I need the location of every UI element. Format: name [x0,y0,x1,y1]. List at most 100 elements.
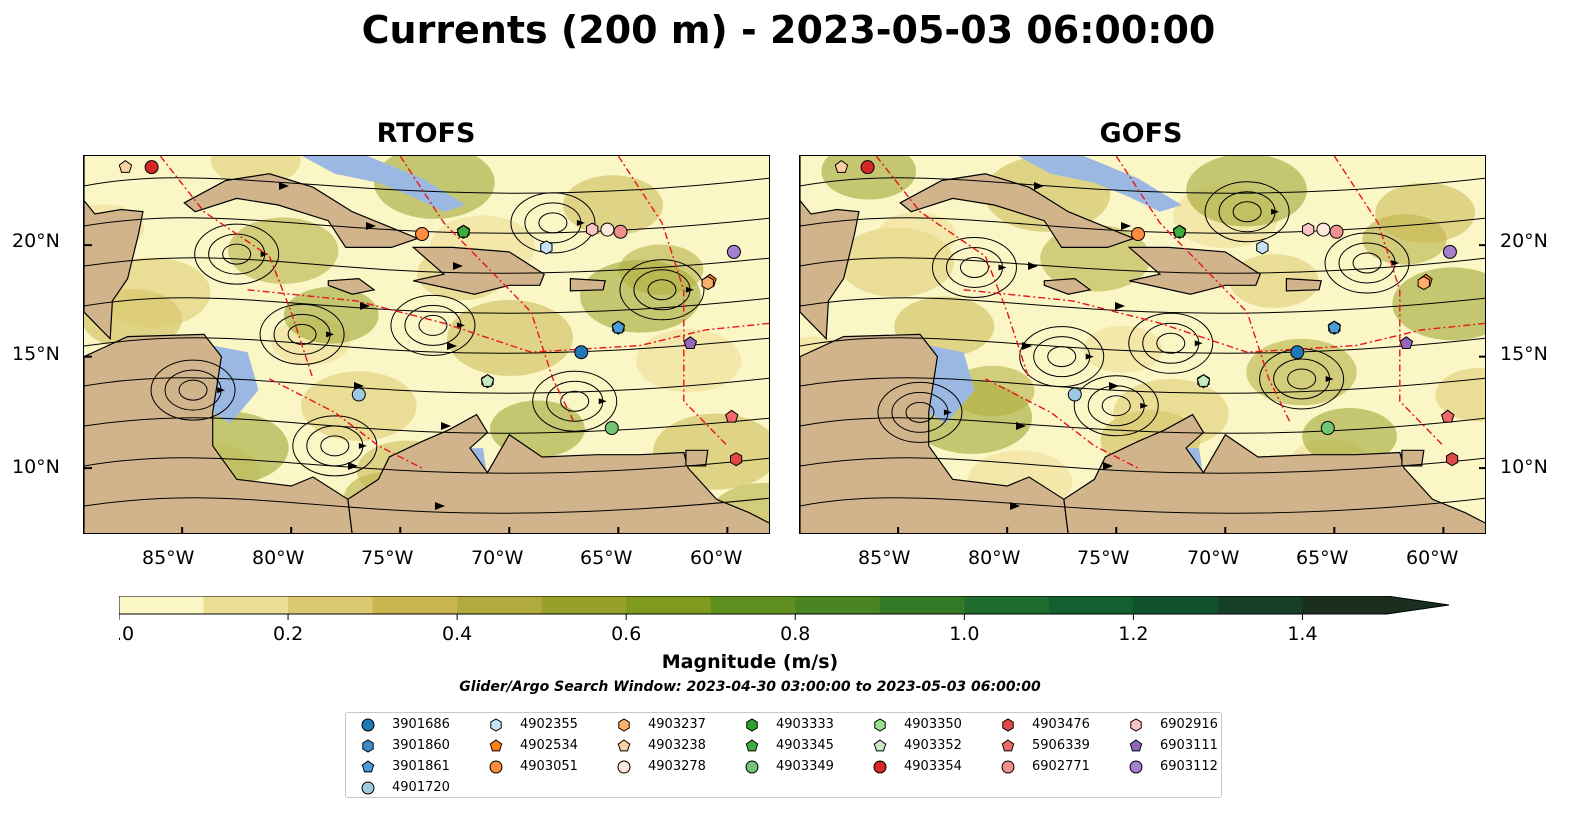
float-marker-4903278 [1316,222,1331,237]
legend-marker-hexagon [874,718,886,732]
float-legend: 3901686 3901860 3901861 4901720 4902355 49025… [345,712,1222,798]
streamline [84,497,769,514]
legend-label: 4902355 [520,717,578,732]
streamline [84,257,769,274]
streamline-arrow [998,264,1007,271]
legend-marker [745,739,759,752]
streamline-eddy [560,390,590,412]
colorbar-outline [118,595,1450,615]
legend-marker-circle [361,718,375,732]
streamline-arrow [685,286,694,293]
land-hispaniola [1127,246,1261,295]
colorbar-extend-max [1387,596,1449,614]
legend-marker-pentagon [489,739,503,752]
streamline [84,337,769,354]
eez-boundary [985,378,1139,469]
magnitude-patch [1392,267,1485,341]
colorbar-title: Magnitude (m/s) [661,651,839,673]
eez-boundary [1115,156,1292,424]
float-marker-4901720 [351,387,366,402]
lon-tick-label: 85°W [142,547,195,569]
legend-marker [1001,760,1015,774]
streamline-eddy [1287,368,1317,390]
streamline-arrow [260,251,269,258]
colorbar-tick-label: 1.2 [1118,623,1148,645]
streamline [84,457,769,474]
float-marker-3901861 [611,320,626,334]
float-marker-4903354 [144,160,159,175]
magnitude-patch [1435,367,1485,422]
float-marker-4902355 [540,240,553,255]
legend-marker-circle [1129,760,1143,774]
streamline-eddy [877,381,963,443]
streamline-eddy [647,279,677,301]
colorbar-tick-label: 1.4 [1287,623,1317,645]
magnitude-patch [950,365,1035,417]
streamline-eddy [1324,232,1410,294]
map-canvas [84,156,769,533]
panel-title-rtofs: RTOFS [376,118,476,149]
streamline-arrow [1022,342,1032,350]
streamline-arrow [348,462,358,470]
legend-marker-pentagon [1001,739,1015,752]
legend-label: 5906339 [1032,738,1090,753]
legend-marker [745,760,759,774]
search-window-text: Glider/Argo Search Window: 2023-04-30 03… [459,679,1041,695]
streamline-arrow [435,502,445,510]
lat-tick-label: 15°N [1500,343,1548,365]
streamline [800,497,1485,514]
streamline-arrow [366,222,376,230]
streamline-arrow [1140,402,1149,409]
streamline [800,177,1485,194]
streamline-arrow [453,262,463,270]
land-cuba [183,173,420,249]
legend-marker [1001,739,1015,752]
colorbar-segment [372,596,458,614]
eez-boundary [875,156,1030,380]
map-canvas [800,156,1485,533]
float-marker-6902771 [613,224,628,239]
streamline-eddy [619,259,705,321]
colorbar-tick-label: 0.0 [119,623,134,645]
map-gofs [799,155,1486,534]
lon-tick-label: 70°W [1187,547,1240,569]
legend-marker [873,739,887,752]
eez-boundary [159,156,314,380]
legend-marker [1130,718,1142,732]
shallow-bahamas [302,156,466,212]
colorbar-segment [1133,596,1219,614]
streamline-arrow [360,302,370,310]
streamline-arrow [326,331,335,338]
float-marker-4903051 [415,227,430,242]
float-marker-4903349 [1320,420,1335,435]
streamline-arrow [1109,382,1119,390]
streamline-arrow [456,322,465,329]
streamline-arrow [1034,182,1044,190]
legend-marker-hexagon [618,718,630,732]
streamline-arrow [1325,375,1334,382]
map-rtofs [83,155,770,534]
colorbar: 0.0 0.2 0.4 0.6 0.8 1.0 1.2 1.4 [104,595,1459,660]
magnitude-patch [635,329,742,393]
streamline-arrow [1010,502,1020,510]
legend-marker-circle [489,760,503,774]
streamline-arrow [598,398,607,405]
float-marker-4903352 [480,374,495,387]
legend-label: 3901686 [392,717,450,732]
panel-title-gofs: GOFS [1099,118,1183,149]
legend-label: 4901720 [392,780,450,795]
lon-tick-label: 60°W [690,547,743,569]
legend-marker-pentagon [361,760,375,773]
lon-tick-label: 70°W [471,547,524,569]
colorbar-segment [541,596,627,614]
colorbar-tick-label: 0.8 [780,623,810,645]
lat-tick-label: 10°N [1500,456,1548,478]
legend-marker-hexagon [490,718,502,732]
legend-marker [873,760,887,774]
legend-label: 6902771 [1032,759,1090,774]
float-marker-6902916 [1302,222,1315,237]
legend-marker-hexagon [362,739,374,753]
streamline-eddy [1073,375,1159,437]
legend-label: 4903238 [648,738,706,753]
figure-title: Currents (200 m) - 2023-05-03 06:00:00 [361,8,1216,52]
